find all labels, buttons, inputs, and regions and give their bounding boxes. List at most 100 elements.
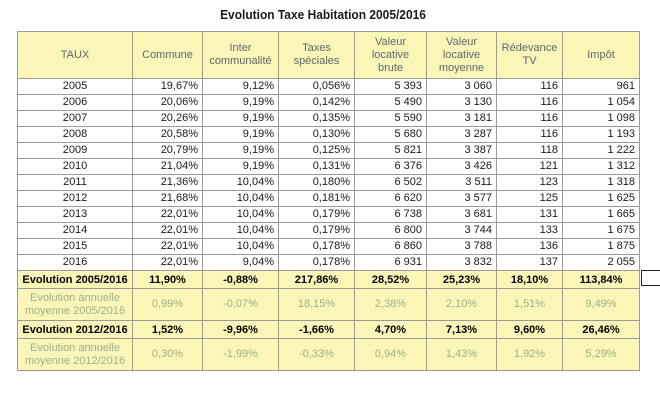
year-cell: 2006 — [17, 94, 133, 111]
header-redevance-tv: Rédevance TV — [496, 31, 563, 79]
summary-label: Evolution 2005/2016 — [17, 270, 133, 289]
value-cell: 1 675 — [562, 222, 640, 239]
value-cell: 0,179% — [278, 222, 355, 239]
value-cell: 9,19% — [202, 158, 279, 175]
value-cell: 10,04% — [202, 222, 279, 239]
value-cell: 22,01% — [132, 238, 203, 255]
value-cell: 20,79% — [132, 142, 203, 159]
table-title: Evolution Taxe Habitation 2005/2016 — [220, 7, 426, 22]
annual-average-row: Evolution annuelle moyenne 2012/2016 0,30… — [17, 338, 640, 371]
value-cell: 3 287 — [426, 126, 497, 143]
year-cell: 2007 — [17, 110, 133, 127]
value-cell: 131 — [496, 206, 563, 223]
value-cell: 6 738 — [354, 206, 427, 223]
value-cell: 3 060 — [426, 78, 497, 95]
summary-value: 18,15% — [278, 288, 355, 321]
table-row: 2006 20,06% 9,19% 0,142% 5 490 3 130 116 1 054 — [17, 94, 640, 111]
summary-value: 0,94% — [354, 338, 427, 371]
summary-value: 1,43% — [426, 338, 497, 371]
summary-label: Evolution 2012/2016 — [17, 320, 133, 339]
value-cell: 10,04% — [202, 238, 279, 255]
year-cell: 2005 — [17, 78, 133, 95]
value-cell: 21,68% — [132, 190, 203, 207]
table-row: 2010 21,04% 9,19% 0,131% 6 376 3 426 121 1 312 — [17, 158, 640, 175]
value-cell: 6 860 — [354, 238, 427, 255]
value-cell: 6 800 — [354, 222, 427, 239]
value-cell: 133 — [496, 222, 563, 239]
value-cell: 0,179% — [278, 206, 355, 223]
value-cell: 21,36% — [132, 174, 203, 191]
value-cell: 9,19% — [202, 110, 279, 127]
value-cell: 0,131% — [278, 158, 355, 175]
summary-value: -1,99% — [202, 338, 279, 371]
header-taxes-speciales: Taxes spéciales — [278, 31, 355, 79]
value-cell: 1 665 — [562, 206, 640, 223]
value-cell: 9,12% — [202, 78, 279, 95]
header-valeur-locative-moyenne: Valeur locative moyenne — [426, 31, 497, 79]
value-cell: 3 744 — [426, 222, 497, 239]
summary-value: -0,33% — [278, 338, 355, 371]
value-cell: 1 625 — [562, 190, 640, 207]
value-cell: 5 393 — [354, 78, 427, 95]
summary-label: Evolution annuelle moyenne 2012/2016 — [17, 338, 133, 371]
table-row: 2011 21,36% 10,04% 0,180% 6 502 3 511 123 1 318 — [17, 174, 640, 191]
value-cell: 3 130 — [426, 94, 497, 111]
table-row: 2016 22,01% 9,04% 0,178% 6 931 3 832 137 2 055 — [17, 254, 640, 271]
value-cell: 22,01% — [132, 254, 203, 271]
value-cell: 136 — [496, 238, 563, 255]
value-cell: 20,58% — [132, 126, 203, 143]
table-row: 2015 22,01% 10,04% 0,178% 6 860 3 788 136 1 875 — [17, 238, 640, 255]
evolution-row: Evolution 2005/2016 11,90% -0,88% 217,86% 28… — [17, 270, 640, 289]
value-cell: 3 832 — [426, 254, 497, 271]
value-cell: 116 — [496, 126, 563, 143]
value-cell: 0,135% — [278, 110, 355, 127]
value-cell: 1 193 — [562, 126, 640, 143]
value-cell: 9,19% — [202, 142, 279, 159]
value-cell: 5 821 — [354, 142, 427, 159]
summary-value: 9,49% — [562, 288, 640, 321]
table-row: 2007 20,26% 9,19% 0,135% 5 590 3 181 116 1 098 — [17, 110, 640, 127]
value-cell: 0,178% — [278, 238, 355, 255]
value-cell: 3 788 — [426, 238, 497, 255]
summary-value: 9,60% — [496, 320, 563, 339]
summary-value: 1,92% — [496, 338, 563, 371]
value-cell: 1 875 — [562, 238, 640, 255]
tax-table: TAUX Commune Inter communalité Taxes spé… — [17, 31, 640, 371]
value-cell: 6 376 — [354, 158, 427, 175]
value-cell: 125 — [496, 190, 563, 207]
header-commune: Commune — [132, 31, 203, 79]
value-cell: 3 511 — [426, 174, 497, 191]
value-cell: 0,056% — [278, 78, 355, 95]
value-cell: 116 — [496, 110, 563, 127]
summary-value: 11,90% — [132, 270, 203, 289]
value-cell: 1 098 — [562, 110, 640, 127]
year-cell: 2010 — [17, 158, 133, 175]
summary-value: 2,38% — [354, 288, 427, 321]
value-cell: 20,06% — [132, 94, 203, 111]
summary-value: 113,84% — [562, 270, 640, 289]
summary-value: 26,46% — [562, 320, 640, 339]
value-cell: 3 181 — [426, 110, 497, 127]
summary-value: 28,52% — [354, 270, 427, 289]
summary-value: 1,52% — [132, 320, 203, 339]
summary-value: -1,66% — [278, 320, 355, 339]
year-cell: 2016 — [17, 254, 133, 271]
year-cell: 2014 — [17, 222, 133, 239]
table-row: 2005 19,67% 9,12% 0,056% 5 393 3 060 116 961 — [17, 78, 640, 95]
value-cell: 5 590 — [354, 110, 427, 127]
value-cell: 9,19% — [202, 94, 279, 111]
value-cell: 118 — [496, 142, 563, 159]
year-cell: 2015 — [17, 238, 133, 255]
value-cell: 137 — [496, 254, 563, 271]
value-cell: 116 — [496, 94, 563, 111]
summary-value: 25,23% — [426, 270, 497, 289]
value-cell: 22,01% — [132, 222, 203, 239]
value-cell: 0,180% — [278, 174, 355, 191]
value-cell: 3 577 — [426, 190, 497, 207]
year-cell: 2012 — [17, 190, 133, 207]
table-row: 2012 21,68% 10,04% 0,181% 6 620 3 577 125 1 625 — [17, 190, 640, 207]
summary-value: 217,86% — [278, 270, 355, 289]
header-valeur-locative-brute: Valeur locative brute — [354, 31, 427, 79]
value-cell: 10,04% — [202, 174, 279, 191]
summary-value: 5,29% — [562, 338, 640, 371]
